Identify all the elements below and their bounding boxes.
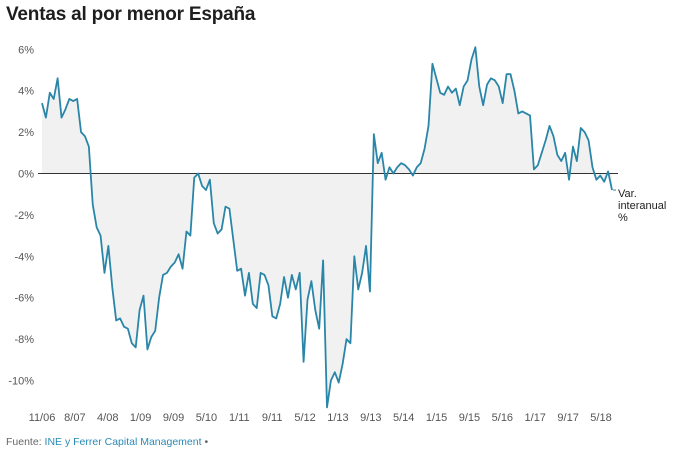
series-line [41,46,613,409]
x-tick-label: 9/11 [262,412,283,424]
x-tick-label: 1/09 [130,412,151,424]
source-prefix: Fuente: [6,436,42,448]
x-tick-label: 9/13 [360,412,381,424]
series-label-line: % [618,212,628,224]
x-tick-label: 5/10 [196,412,217,424]
x-tick-label: 8/07 [64,412,85,424]
x-tick-label: 1/15 [426,412,447,424]
y-tick-label: 6% [18,44,34,56]
x-tick-label: 1/13 [327,412,348,424]
x-tick-label: 5/14 [393,412,414,424]
x-tick-label: 5/18 [590,412,611,424]
chart-title: Ventas al por menor España [6,4,256,25]
y-tick-label: 2% [18,127,34,139]
x-tick-label: 9/17 [557,412,578,424]
series-label-line: Var. [618,188,637,200]
x-tick-label: 11/06 [29,412,56,424]
x-tick-label: 1/11 [229,412,250,424]
y-tick-label: -6% [14,293,34,305]
x-axis-ticks: 11/06 8/07 4/08 1/09 9/09 5/10 1/11 9/11 5/12 1/1… [29,412,612,424]
y-tick-label: -8% [14,334,34,346]
source-link[interactable]: INE y Ferrer Capital Management [44,436,202,448]
x-tick-label: 5/12 [294,412,315,424]
y-axis-ticks: 6% 4% 2% 0% -2% -4% -6% -8% -10% [8,44,34,387]
series-label: Var.interanual% [613,188,666,224]
y-tick-label: -10% [8,376,34,388]
footer: Fuente: INE y Ferrer Capital Management … [6,436,208,448]
y-tick-label: -4% [14,251,34,263]
x-tick-label: 5/16 [492,412,513,424]
footer-bullet: • [204,436,209,448]
series-label-line: interanual [618,200,666,212]
x-tick-label: 1/17 [525,412,546,424]
x-tick-label: 4/08 [97,412,118,424]
x-tick-label: 9/15 [459,412,480,424]
y-tick-label: -2% [14,210,34,222]
y-tick-label: 0% [18,169,34,181]
area-fill [42,47,612,408]
x-tick-label: 9/09 [163,412,184,424]
y-tick-label: 4% [18,86,34,98]
